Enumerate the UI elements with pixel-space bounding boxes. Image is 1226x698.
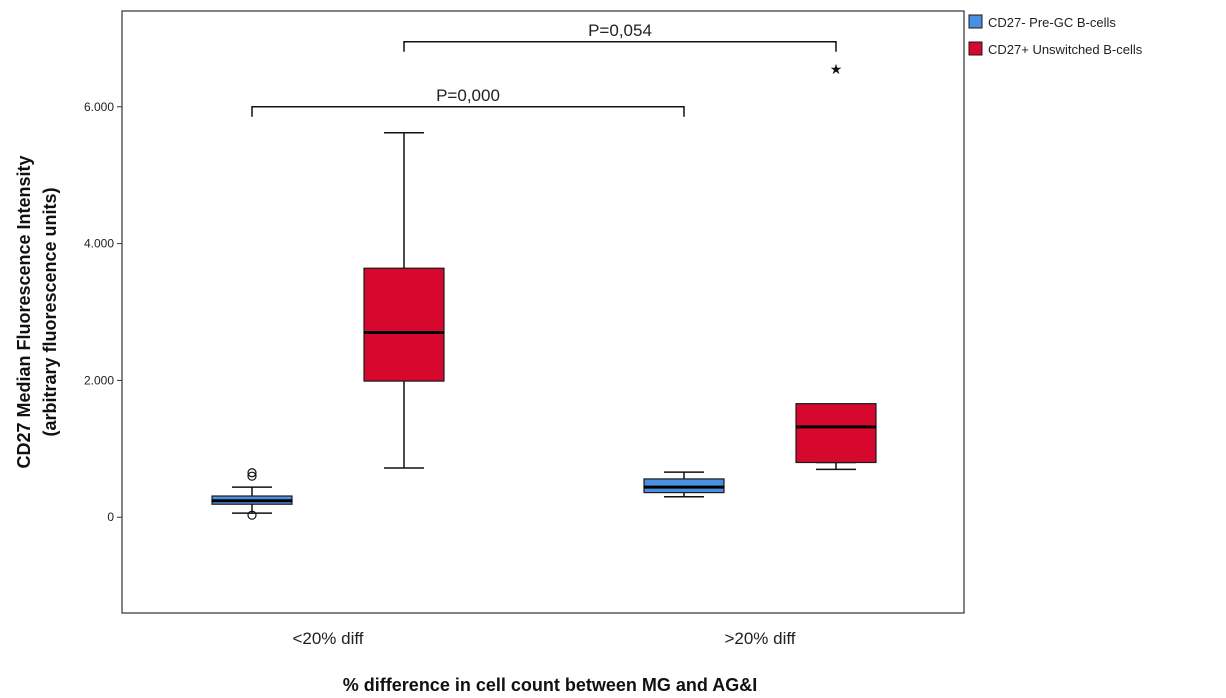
y-axis-title-line1: CD27 Median Fluorescence Intensity: [14, 155, 34, 468]
significance-bracket-2-label: P=0,054: [588, 21, 652, 40]
x-tick-label-lt20: <20% diff: [292, 629, 363, 648]
plot-layer: ★ P=0,000 P=0,054: [211, 21, 877, 520]
legend: CD27- Pre-GC B-cells CD27+ Unswitched B-…: [968, 14, 1143, 57]
box-cd27-unswitched-b-cells-20-diff-extreme-outlier: ★: [830, 62, 843, 78]
x-tick-label-gt20: >20% diff: [724, 629, 795, 648]
significance-bracket-2: [403, 41, 837, 52]
box-cd27-unswitched-b-cells-20-diff-iqr: [363, 267, 445, 382]
y-tick-label: 6.000: [84, 100, 114, 114]
legend-label-pre-gc: CD27- Pre-GC B-cells: [988, 15, 1116, 30]
legend-label-unswitched: CD27+ Unswitched B-cells: [988, 42, 1143, 57]
significance-bracket-1: [251, 106, 685, 117]
box-cd27-pre-gc-b-cells-20-diff-outlier: [247, 468, 257, 478]
box-cd27-pre-gc-b-cells-20-diff-outlier: [247, 471, 257, 481]
legend-swatch-pre-gc: [968, 14, 983, 29]
box-cd27-pre-gc-b-cells-20-diff-outlier: [247, 510, 257, 520]
significance-bracket-1-label: P=0,000: [436, 86, 500, 105]
legend-swatch-unswitched: [968, 41, 983, 56]
plot-frame: [121, 10, 965, 614]
x-axis-title: % difference in cell count between MG an…: [343, 675, 757, 695]
y-tick-label: 2.000: [84, 373, 114, 387]
y-axis-title-line2: (arbitrary fluorescence units): [40, 187, 60, 436]
box-cd27-unswitched-b-cells-20-diff-iqr: [795, 403, 877, 464]
y-tick-label: 0: [107, 510, 114, 524]
y-tick-label: 4.000: [84, 237, 114, 251]
